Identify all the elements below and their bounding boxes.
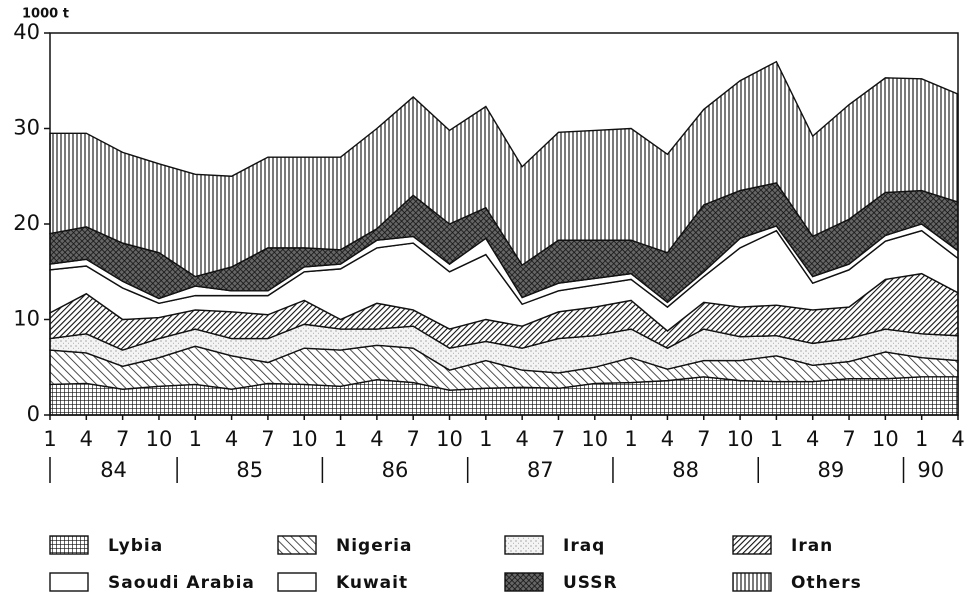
year-label: 85 [236, 458, 263, 482]
x-tick-label: 1 [334, 427, 347, 451]
plot-area [49, 60, 959, 416]
x-tick-label: 4 [80, 427, 93, 451]
legend-label: Nigeria [336, 536, 412, 556]
legend-swatch [732, 535, 772, 555]
year-label: 89 [818, 458, 845, 482]
x-tick-label: 10 [727, 427, 754, 451]
y-tick-label: 40 [13, 20, 40, 44]
x-tick-label: 7 [261, 427, 274, 451]
x-tick-label: 1 [624, 427, 637, 451]
x-tick-label: 10 [872, 427, 899, 451]
x-tick-label: 7 [552, 427, 565, 451]
x-tick-label: 10 [581, 427, 608, 451]
year-label: 87 [527, 458, 554, 482]
x-tick-label: 4 [515, 427, 528, 451]
legend-swatch [49, 572, 89, 592]
y-tick-label: 30 [13, 116, 40, 140]
x-tick-label: 10 [146, 427, 173, 451]
x-tick-label: 4 [661, 427, 674, 451]
legend-label: Lybia [108, 536, 163, 556]
x-tick-label: 10 [436, 427, 463, 451]
x-tick-label: 7 [116, 427, 129, 451]
x-tick-label: 4 [370, 427, 383, 451]
x-tick-label: 4 [806, 427, 819, 451]
x-tick-label: 1 [915, 427, 928, 451]
legend-label: Kuwait [336, 573, 408, 593]
y-tick-label: 10 [13, 307, 40, 331]
legend-swatch [277, 572, 317, 592]
unit-label: 1000 t [22, 7, 69, 22]
year-label: 86 [382, 458, 409, 482]
legend-swatch [277, 535, 317, 555]
x-tick-label: 7 [842, 427, 855, 451]
year-label: 84 [100, 458, 127, 482]
x-tick-label: 7 [697, 427, 710, 451]
x-tick-label: 7 [407, 427, 420, 451]
legend: Lybia Nigeria Iraq Iran Saoudi Arabia Kuwait U… [49, 535, 862, 593]
x-tick-label: 4 [951, 427, 964, 451]
year-label: 88 [672, 458, 699, 482]
x-tick-label: 1 [479, 427, 492, 451]
legend-swatch [504, 572, 544, 592]
legend-swatch [732, 572, 772, 592]
legend-label: Others [791, 573, 862, 593]
legend-label: Saoudi Arabia [108, 573, 255, 593]
legend-swatch [504, 535, 544, 555]
x-tick-label: 4 [225, 427, 238, 451]
legend-label: USSR [563, 573, 618, 593]
y-tick-label: 0 [27, 402, 40, 426]
x-tick-label: 1 [189, 427, 202, 451]
legend-label: Iran [791, 536, 833, 556]
legend-swatch [49, 535, 89, 555]
year-label: 90 [917, 458, 944, 482]
x-tick-label: 1 [43, 427, 56, 451]
y-tick-label: 20 [13, 211, 40, 235]
x-tick-label: 10 [291, 427, 318, 451]
x-tick-label: 1 [770, 427, 783, 451]
legend-label: Iraq [563, 536, 605, 556]
